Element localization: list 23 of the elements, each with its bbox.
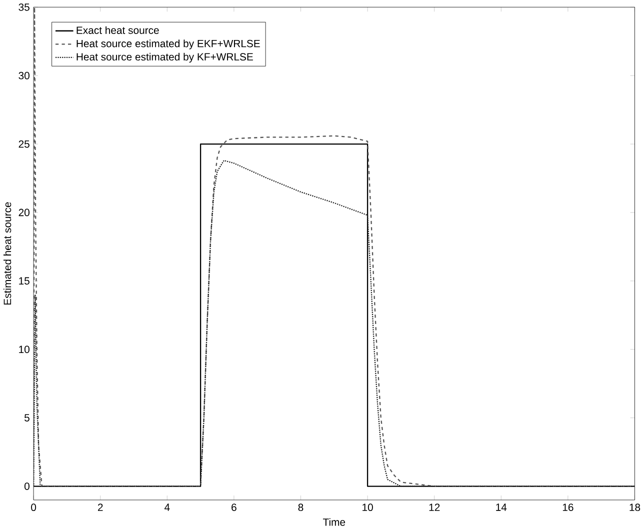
y-tick-label: 25 (18, 140, 30, 148)
x-tick-label: 4 (164, 503, 170, 511)
x-axis-title: Time (322, 518, 346, 526)
y-tick-label: 15 (19, 277, 30, 284)
y-tick-label: 20 (18, 208, 30, 216)
y-tick-label: 30 (18, 72, 30, 80)
y-axis-title: Estimated heat source (3, 202, 12, 304)
y-tick-label: 10 (19, 346, 30, 353)
x-tick-label: 18 (630, 504, 640, 511)
x-tick-label: 2 (98, 504, 103, 511)
y-tick-label: 5 (24, 414, 30, 422)
x-tick-label: 0 (31, 504, 36, 511)
x-tick-label: 8 (298, 504, 304, 511)
y-tick-label: 35 (18, 3, 30, 11)
legend-label: Heat source estimated by KF+WRLSE (76, 52, 253, 62)
legend-label: Heat source estimated by EKF+WRLSE (76, 39, 260, 50)
x-tick-label: 10 (362, 504, 373, 511)
y-tick-label: 0 (24, 482, 30, 490)
x-tick-label: 16 (562, 504, 574, 511)
legend-label: Exact heat source (76, 26, 159, 34)
x-tick-label: 14 (496, 503, 507, 511)
x-tick-label: 6 (232, 504, 236, 511)
x-tick-label: 12 (429, 504, 440, 511)
